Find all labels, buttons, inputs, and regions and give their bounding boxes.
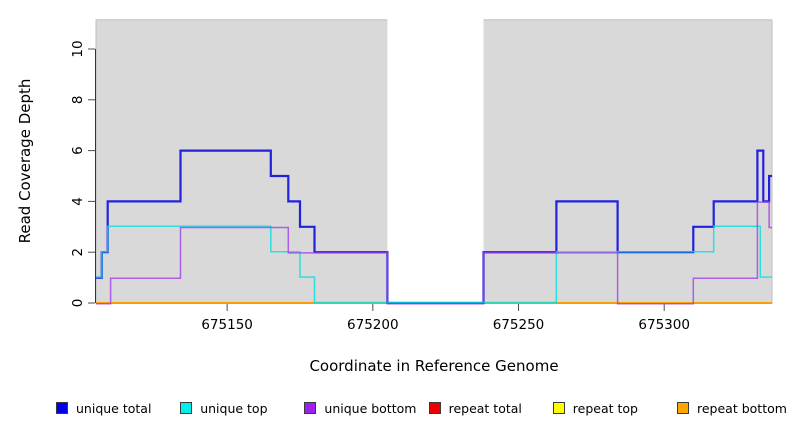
chart-legend: unique total unique top unique bottom repea… [0,396,792,420]
y-axis-title: Read Coverage Depth [16,78,34,244]
legend-item-repeat-bottom: repeat bottom [677,396,787,420]
legend-label: unique top [200,400,268,416]
legend-swatch [552,402,565,414]
legend-label: repeat bottom [697,400,787,416]
legend-label: unique total [76,400,152,416]
legend-item-unique-total: unique total [56,396,151,420]
x-axis-title: Coordinate in Reference Genome [309,357,559,375]
x-tick-label: 675200 [347,317,399,333]
y-tick-label: 2 [70,248,86,257]
legend-swatch [304,402,317,414]
legend-label: repeat top [572,400,638,416]
series-line-unique-top [96,225,772,304]
y-tick-label: 6 [70,146,86,155]
y-tick-label: 8 [70,96,86,105]
legend-item-repeat-top: repeat top [552,396,638,420]
legend-label: repeat total [448,400,522,416]
legend-label: unique bottom [324,400,417,416]
masked-region [387,17,484,306]
x-tick-label: 675250 [493,317,545,333]
legend-item-repeat-total: repeat total [428,396,522,420]
x-tick-label: 675150 [201,317,253,333]
y-tick-label: 0 [70,299,86,308]
legend-item-unique-top: unique top [180,396,268,420]
series-line-unique-bottom [96,201,772,305]
legend-swatch [56,402,68,414]
legend-item-unique-bottom: unique bottom [304,396,416,420]
x-tick-label: 675300 [638,317,690,333]
y-tick-label: 4 [70,197,86,206]
y-tick-label: 10 [70,40,86,57]
legend-swatch [677,402,689,414]
legend-swatch [428,402,441,414]
legend-swatch [180,402,193,414]
